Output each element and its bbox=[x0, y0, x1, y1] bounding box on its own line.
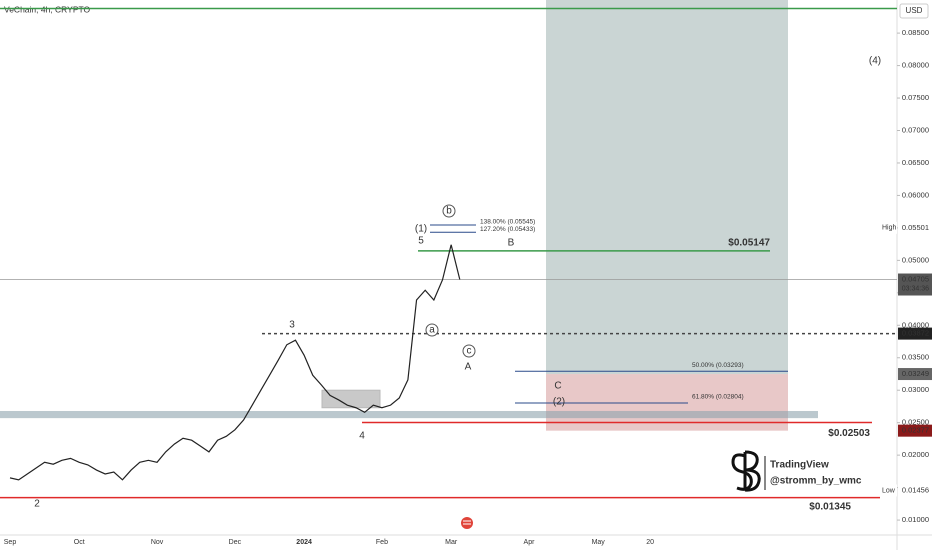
watermark-author: @stromm_by_wmc bbox=[770, 476, 862, 487]
y-tick-label: 0.02500 bbox=[902, 418, 929, 427]
wave-label: (2) bbox=[553, 397, 565, 408]
wave-label: B bbox=[508, 238, 515, 249]
price-line bbox=[9, 244, 461, 481]
wave-label: 5 bbox=[418, 236, 424, 247]
fib-label: 127.20% (0.05433) bbox=[480, 226, 535, 233]
y-tick-label: 0.05000 bbox=[902, 255, 929, 264]
wave-circle bbox=[425, 323, 439, 337]
wave-label: (1) bbox=[415, 224, 427, 235]
y-tick-label: 0.01000 bbox=[902, 515, 929, 524]
chart-title: VeChain, 4h, CRYPTO bbox=[4, 4, 91, 14]
wave-label: b bbox=[446, 206, 452, 217]
wave-label: A bbox=[465, 362, 472, 373]
y-tick-label: 0.08500 bbox=[902, 28, 929, 37]
x-tick-label: Sep bbox=[4, 539, 17, 546]
wave-label: 4 bbox=[359, 431, 365, 442]
x-tick-label: 20 bbox=[646, 539, 654, 546]
wave-label: C bbox=[554, 381, 561, 392]
price-tag-label: 0.05501 bbox=[902, 223, 929, 232]
watermark-brand: TradingView bbox=[770, 460, 829, 471]
price-tag-caption-box bbox=[880, 484, 897, 497]
level-label: $0.02503 bbox=[828, 428, 870, 439]
currency-box bbox=[899, 3, 929, 19]
price-tag-label: 0.03249 bbox=[902, 369, 929, 378]
wave-circle bbox=[462, 344, 476, 358]
support-zone bbox=[321, 389, 381, 409]
y-tick-label: 0.08000 bbox=[902, 61, 929, 70]
y-tick-label: 0.07000 bbox=[902, 125, 929, 134]
price-tag-label: 0.02377 bbox=[902, 426, 929, 435]
event-icon bbox=[461, 517, 473, 529]
logo-s bbox=[731, 453, 753, 491]
price-tag-caption: High bbox=[882, 225, 897, 232]
price-tag bbox=[898, 424, 932, 437]
fib-label: 50.00% (0.03293) bbox=[692, 362, 744, 369]
watermark-logo bbox=[731, 450, 761, 492]
price-tag bbox=[898, 327, 932, 340]
wave-label: a bbox=[429, 325, 435, 336]
x-tick-label: Mar bbox=[445, 539, 458, 546]
price-tag-label: 0.04705 bbox=[902, 274, 929, 283]
price-tag bbox=[898, 368, 932, 381]
y-tick-label: 0.07500 bbox=[902, 93, 929, 102]
y-tick-label: 0.02000 bbox=[902, 450, 929, 459]
x-tick-label: 2024 bbox=[296, 539, 312, 546]
price-tag-label: 0.01456 bbox=[902, 485, 929, 494]
wave-circle bbox=[442, 204, 456, 218]
wave-label: c bbox=[467, 346, 472, 357]
y-tick-label: 0.06000 bbox=[902, 190, 929, 199]
price-tag bbox=[898, 484, 932, 497]
price-tag-timer: 03:34:36 bbox=[902, 285, 929, 292]
x-tick-label: Feb bbox=[376, 539, 388, 546]
y-tick-label: 0.03000 bbox=[902, 385, 929, 394]
wave-label: (4) bbox=[869, 56, 881, 67]
fib-label: 138.00% (0.05545) bbox=[480, 219, 535, 226]
position-target-zone bbox=[546, 0, 788, 375]
price-tag-label: 0.03872 bbox=[902, 329, 929, 338]
x-tick-label: Apr bbox=[524, 539, 536, 546]
price-tag bbox=[898, 273, 932, 296]
support-zone bbox=[0, 410, 818, 419]
level-label: $0.05147 bbox=[728, 237, 770, 248]
event-icon-circle bbox=[461, 517, 473, 529]
fib-label: 61.80% (0.02804) bbox=[692, 394, 744, 401]
y-tick-label: 0.04000 bbox=[902, 320, 929, 329]
x-tick-label: Oct bbox=[74, 539, 85, 546]
position-stop-zone bbox=[546, 374, 788, 431]
price-tag bbox=[898, 221, 932, 234]
y-tick-label: 0.06500 bbox=[902, 158, 929, 167]
level-label: $0.01345 bbox=[809, 501, 851, 512]
currency: USD bbox=[906, 6, 923, 15]
logo-b bbox=[743, 450, 761, 492]
price-tag-caption: Low bbox=[882, 487, 896, 494]
x-tick-label: Nov bbox=[151, 539, 164, 546]
y-tick-label: 0.03500 bbox=[902, 353, 929, 362]
wave-label: 3 bbox=[289, 320, 295, 331]
x-tick-label: May bbox=[592, 539, 606, 546]
x-tick-label: Dec bbox=[229, 539, 242, 546]
price-tag-caption-box bbox=[880, 221, 897, 234]
wave-label: 2 bbox=[34, 499, 40, 510]
